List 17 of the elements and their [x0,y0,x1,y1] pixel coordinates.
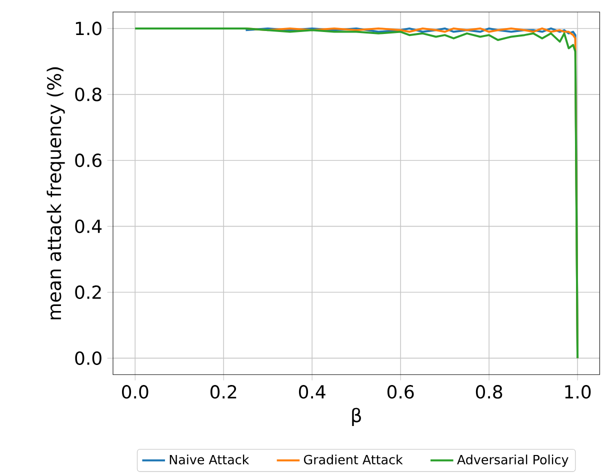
x-tick-label: 0.8 [476,385,502,399]
y-tick-label: 0.2 [75,286,101,300]
x-tick-label: 0.2 [210,385,236,399]
legend-label: Gradient Attack [304,454,403,465]
y-axis-title: mean attack frequency (%) [46,67,65,320]
x-tick-label: 0.4 [298,385,326,399]
x-tick-label: 0.0 [122,385,148,399]
y-tick-label: 1.0 [76,22,102,36]
y-tick-label: 0.6 [75,154,102,168]
y-tick-label: 0.4 [75,220,102,234]
legend-label: Naive Attack [170,454,250,465]
legend-label: Adversarial Policy [457,454,568,468]
x-tick-label: 0.6 [387,385,414,399]
x-axis-title: β [352,408,361,426]
y-tick-label: 0.0 [75,352,102,366]
y-tick-label: 0.8 [75,88,102,102]
x-tick-label: 1.0 [565,385,591,399]
